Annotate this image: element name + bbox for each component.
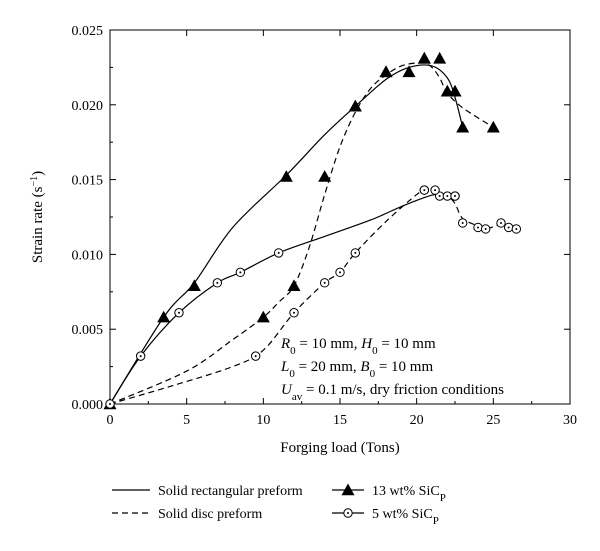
point-5wt-sic (496, 218, 506, 228)
point-5wt-sic (473, 222, 483, 233)
point-5wt-sic (450, 191, 460, 201)
point-5wt-sic (430, 185, 440, 195)
point-13wt-sic (287, 279, 301, 292)
y-tick-label: 0.025 (72, 24, 104, 39)
annotation-line: L0 = 20 mm, B0 = 10 mm (280, 359, 433, 380)
y-tick-label: 0.005 (72, 323, 104, 338)
point-5wt-sic (135, 351, 146, 361)
point-13wt-sic (256, 310, 270, 323)
legend-label: Solid rectangular preform (158, 484, 303, 499)
chart-curves (109, 61, 517, 405)
point-13wt-sic (402, 65, 416, 78)
point-5wt-sic (319, 278, 330, 288)
legend-item: 13 wt% SiCP (332, 483, 446, 504)
point-13wt-sic (486, 120, 500, 133)
chart-markers (103, 51, 522, 410)
point-5wt-sic (250, 351, 261, 361)
point-5wt-sic (442, 191, 453, 201)
point-5wt-sic (350, 248, 361, 258)
curve-disc-preform (109, 190, 517, 405)
point-5wt-sic (212, 278, 223, 288)
point-13wt-sic (348, 99, 362, 112)
point-13wt-sic (379, 65, 393, 78)
legend-label: Solid disc preform (158, 507, 262, 522)
point-5wt-sic (174, 308, 184, 318)
point-13wt-sic (279, 170, 293, 182)
legend-item: 5 wt% SiCP (332, 507, 439, 527)
y-tick-label: 0.020 (72, 99, 104, 114)
point-13wt-sic (456, 120, 470, 133)
point-13wt-sic (157, 310, 171, 323)
chart-axes: 0 5 10 15 20 25 30 0.000 0.005 0.010 0.015 0.020 0.0… (29, 24, 578, 456)
curve-rectangular-preform (109, 64, 464, 405)
y-tick-label: 0.010 (72, 248, 104, 263)
x-axis-label: Forging load (Tons) (280, 440, 400, 456)
x-tick-label: 25 (486, 413, 500, 428)
point-5wt-sic (480, 224, 491, 234)
legend-item: Solid rectangular preform (112, 484, 303, 499)
point-5wt-sic (511, 224, 522, 234)
point-13wt-sic (417, 51, 431, 64)
chart-legend: Solid rectangular preform 13 wt% SiCP Soli… (112, 483, 446, 527)
x-tick-label: 30 (563, 413, 577, 428)
point-5wt-sic (235, 267, 246, 278)
point-13wt-sic (318, 170, 332, 182)
x-tick-label: 10 (256, 413, 270, 428)
legend-item: Solid disc preform (112, 507, 262, 522)
point-5wt-sic (289, 308, 299, 318)
point-5wt-sic (457, 218, 468, 228)
point-5wt-sic (419, 185, 430, 195)
legend-label: 13 wt% SiCP (372, 484, 446, 504)
x-tick-label: 0 (107, 413, 114, 428)
point-13wt-sic (187, 279, 201, 292)
point-13wt-sic (448, 84, 462, 97)
x-tick-label: 20 (410, 413, 424, 428)
point-5wt-sic (335, 267, 345, 278)
point-5wt-sic (105, 399, 115, 409)
y-tick-label: 0.000 (72, 398, 104, 413)
curve-disc-preform (109, 61, 494, 405)
x-tick-label: 5 (183, 413, 190, 428)
legend-triangle-marker (341, 483, 355, 496)
y-tick-label: 0.015 (72, 174, 104, 189)
point-5wt-sic (503, 222, 514, 233)
point-5wt-sic (273, 248, 284, 258)
annotation-line: R0 = 10 mm, H0 = 10 mm (280, 336, 436, 357)
legend-label: 5 wt% SiCP (372, 507, 439, 527)
legend-circle-marker (343, 508, 353, 518)
y-axis-label: Strain rate (s−1) (29, 171, 47, 263)
point-13wt-sic (433, 51, 447, 64)
annotation-line: Uav = 0.1 m/s, dry friction conditions (281, 382, 504, 403)
x-tick-label: 15 (333, 413, 347, 428)
